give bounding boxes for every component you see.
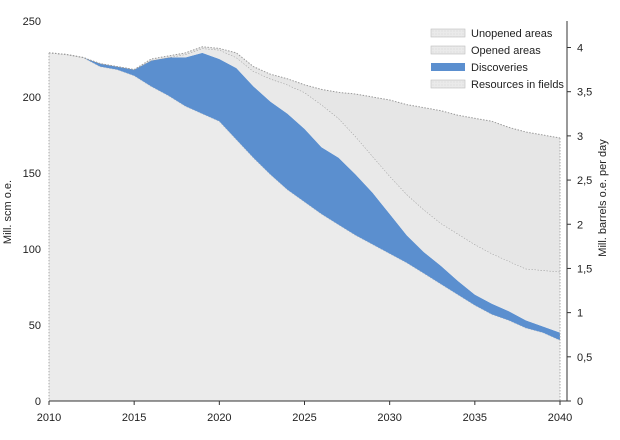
legend: Unopened areas Opened areas Discoveries Res… (430, 28, 564, 91)
x-tick-label: 2035 (463, 412, 487, 424)
legend-swatch (430, 28, 466, 38)
y-left-tick-label: 100 (23, 244, 41, 256)
x-tick-label: 2025 (292, 412, 316, 424)
y-left-tick-label: 50 (29, 320, 41, 332)
x-ticks: 2010 2015 2020 2025 2030 2035 2040 (37, 401, 572, 424)
area-unopened-areas (49, 46, 560, 272)
legend-label: Opened areas (471, 45, 541, 57)
y-right-tick-label: 1 (577, 308, 583, 320)
legend-swatch (430, 79, 466, 89)
y-left-axis-title: Mill. scm o.e. (2, 180, 14, 244)
y-left-tick-label: 250 (23, 16, 41, 28)
y-right-axis-title: Mill. barrels o.e. per day (597, 139, 609, 257)
line-unopened-areas (48, 46, 561, 139)
y-right-tick-label: 4 (577, 43, 583, 55)
area-opened-areas (49, 48, 560, 333)
y-left-tick-label: 150 (23, 168, 41, 180)
x-tick-label: 2020 (207, 412, 231, 424)
x-tick-label: 2015 (122, 412, 146, 424)
legend-swatch (430, 45, 466, 55)
y-right-tick-label: 1,5 (577, 263, 592, 275)
y-right-tick-label: 0 (577, 396, 583, 408)
y-right-tick-label: 3 (577, 131, 583, 143)
y-left-ticks: 0 50 100 150 200 250 (23, 16, 41, 408)
y-right-tick-label: 2,5 (577, 175, 592, 187)
y-left-tick-label: 0 (35, 396, 41, 408)
x-tick-label: 2030 (377, 412, 401, 424)
area-resources-in-fields (49, 52, 560, 402)
y-right-tick-label: 2 (577, 219, 583, 231)
axes (49, 21, 568, 402)
y-right-tick-label: 0,5 (577, 352, 592, 364)
y-right-tick-label: 3,5 (577, 87, 592, 99)
legend-label: Unopened areas (471, 28, 553, 40)
x-tick-label: 2040 (548, 412, 572, 424)
x-tick-label: 2010 (37, 412, 61, 424)
legend-swatch (431, 63, 465, 71)
legend-label: Resources in fields (471, 79, 564, 91)
y-left-tick-label: 200 (23, 92, 41, 104)
area-layers (48, 46, 561, 402)
area-discoveries (49, 52, 560, 341)
legend-label: Discoveries (471, 62, 528, 74)
y-right-ticks: 0 0,5 1 1,5 2 2,5 3 3,5 4 (567, 43, 592, 408)
